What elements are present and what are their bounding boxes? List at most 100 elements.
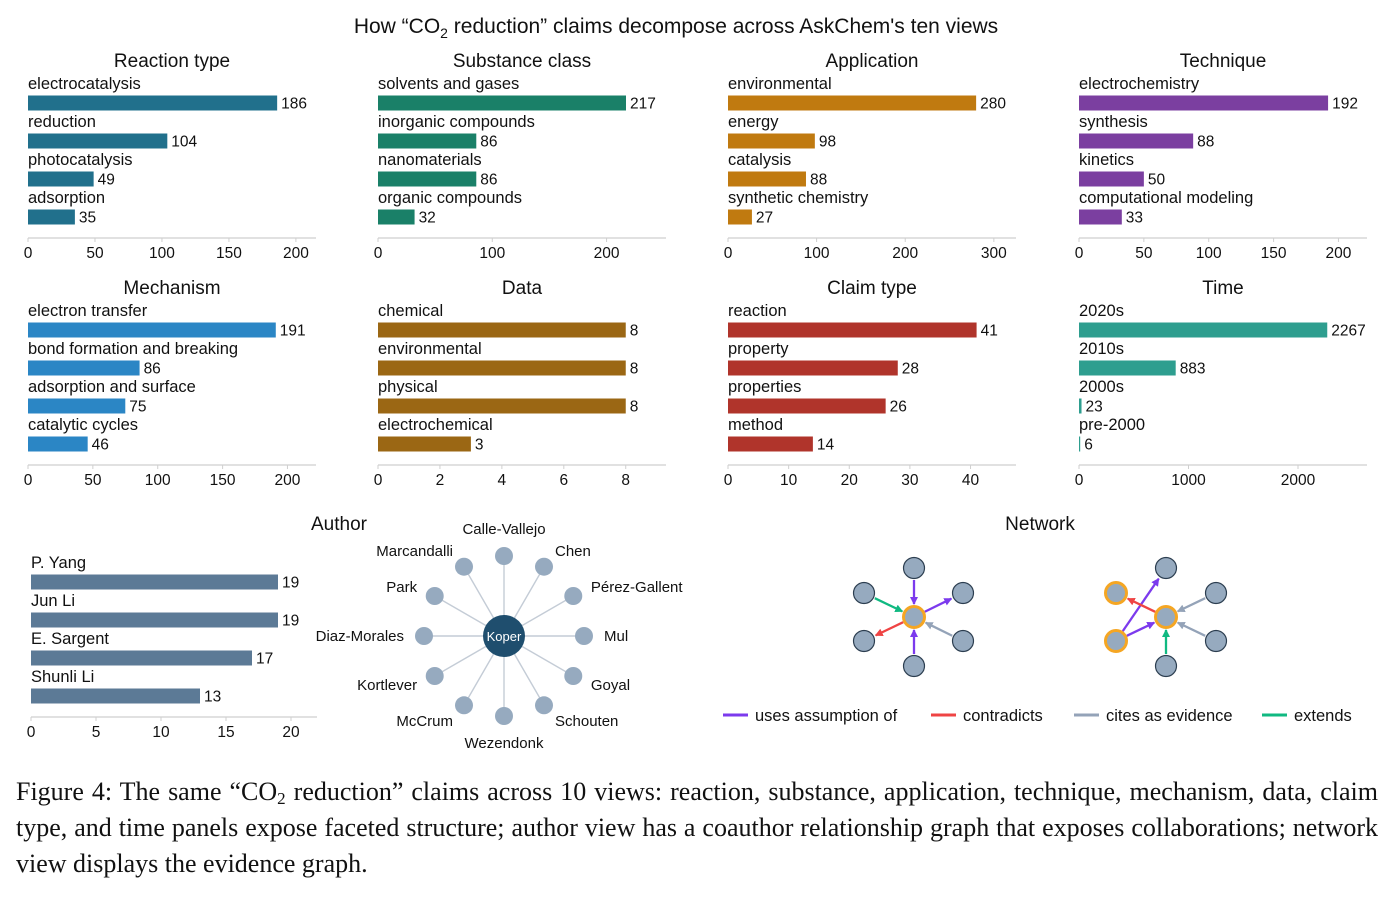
value-label: 86 [480,134,497,151]
category-label: pre-2000 [1079,416,1145,434]
bar [378,171,477,187]
category-label: electron transfer [28,302,148,320]
network-edge [874,597,904,613]
coauthor-node [575,627,593,645]
category-label: photocatalysis [28,151,133,169]
coauthor-node [535,557,553,576]
panel-title: Author [311,514,368,535]
value-label: 27 [756,210,773,227]
bar [378,133,477,149]
x-tick-label: 200 [1326,245,1352,262]
bar [728,95,977,111]
network-node [902,605,926,629]
network-node [902,654,926,678]
value-label: 104 [171,134,197,151]
x-tick-label: 200 [275,472,301,489]
bar [28,398,126,414]
coauthor-label: Schouten [555,713,618,730]
bar [28,209,75,225]
value-label: 17 [256,651,273,668]
panel-title: Data [502,278,543,299]
coauthor-node [495,707,513,725]
value-label: 75 [129,399,146,416]
x-tick-label: 40 [962,472,980,489]
value-label: 32 [419,210,436,227]
panel-substance-class: Substance class solvents and gases 217 inor… [374,51,666,262]
x-tick-label: 200 [594,245,620,262]
legend-label: cites as evidence [1106,707,1233,725]
x-tick-label: 100 [804,245,830,262]
legend-item-contradicts: contradicts [931,707,1043,725]
coauthor-label: Diaz-Morales [316,628,404,645]
value-label: 19 [282,613,299,630]
x-tick-label: 6 [559,472,568,489]
value-label: 3 [475,437,484,454]
network-edge [1126,621,1156,637]
category-label: Jun Li [31,592,75,610]
value-label: 280 [980,96,1006,113]
x-tick-label: 0 [724,245,733,262]
panel-mechanism: Mechanism electron transfer 191 bond format… [24,278,316,489]
evidence-graph [1104,556,1228,678]
panel-reaction-type: Reaction type electrocatalysis 186 reductio… [24,51,316,262]
value-label: 8 [630,399,639,416]
category-label: adsorption [28,189,105,207]
value-label: 6 [1084,437,1093,454]
panel-claim-type: Claim type reaction 41 property 28 properties… [724,278,1016,489]
category-label: inorganic compounds [378,113,535,131]
value-label: 191 [280,323,306,340]
bar [728,436,813,452]
x-tick-label: 150 [216,245,242,262]
panel-title: Substance class [453,51,591,72]
bar [1079,133,1194,149]
value-label: 192 [1332,96,1358,113]
legend-label: uses assumption of [755,707,898,725]
legend-item-extends: extends [1262,707,1352,725]
panel-title: Reaction type [114,51,230,72]
network-edge [1126,597,1156,613]
network-node [1154,654,1178,678]
value-label: 13 [204,689,221,706]
coauthor-node [535,696,553,715]
category-label: reaction [728,302,787,320]
category-label: adsorption and surface [28,378,196,396]
value-label: 186 [281,96,307,113]
bar [28,95,278,111]
category-label: P. Yang [31,554,86,572]
evidence-graph [852,556,975,678]
panel-title: Claim type [827,278,917,299]
network-legend: uses assumption of contradicts cites as ev… [723,707,1352,725]
figure-title: How “CO2 reduction” claims decompose acr… [354,15,998,41]
x-tick-label: 0 [24,245,33,262]
panel-data: Data chemical 8 environmental 8 physical 8 elec… [374,278,666,489]
x-tick-label: 50 [86,245,104,262]
bar [1079,436,1081,452]
bar [728,209,752,225]
x-tick-label: 8 [621,472,630,489]
coauthor-node [455,696,473,715]
coauthor-node [415,627,433,645]
hub-node [483,615,525,657]
bar [28,360,140,376]
category-label: organic compounds [378,189,522,207]
value-label: 33 [1126,210,1143,227]
value-label: 26 [890,399,907,416]
panel-title: Time [1202,278,1244,299]
bar [1079,322,1328,338]
value-label: 41 [981,323,998,340]
evidence-network-graph [852,556,1228,678]
x-tick-label: 150 [1261,245,1287,262]
bar [31,650,252,666]
category-label: computational modeling [1079,189,1253,207]
coauthor-label: Pérez-Gallent [591,579,684,596]
value-label: 8 [630,361,639,378]
x-tick-label: 0 [724,472,733,489]
network-edge [1176,621,1206,637]
category-label: kinetics [1079,151,1134,169]
figure-caption: Figure 4: The same “CO2 reduction” claim… [16,777,1378,878]
x-tick-label: 0 [27,724,36,741]
bar [378,360,626,376]
category-label: E. Sargent [31,630,109,648]
category-label: energy [728,113,779,131]
coauthor-node [425,587,444,605]
